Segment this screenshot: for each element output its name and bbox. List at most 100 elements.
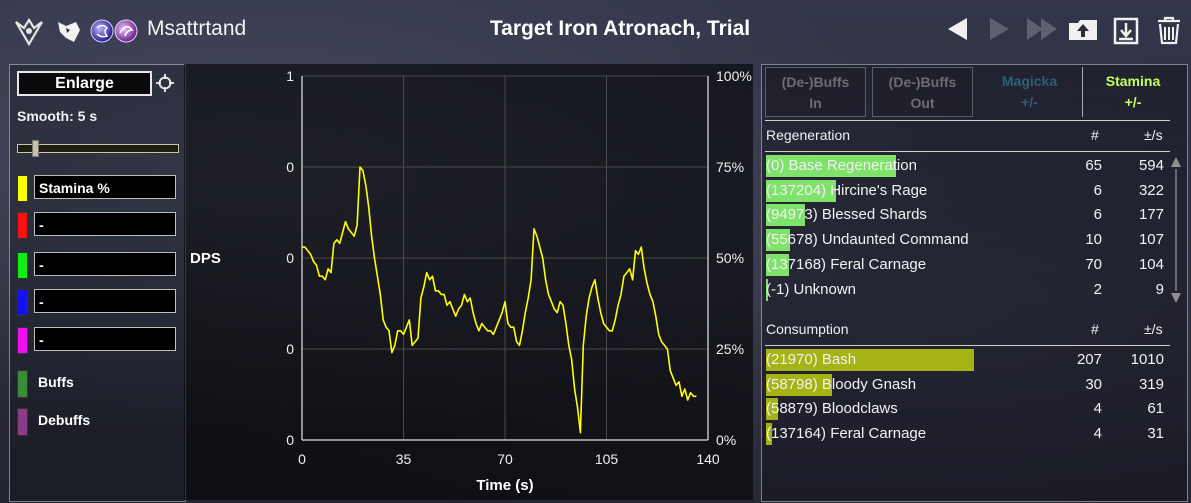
consumption-share-bar — [766, 349, 974, 371]
right-tick-label: 50% — [716, 250, 744, 266]
regeneration-row[interactable]: (0) Base Regeneration 65 594 — [766, 154, 1166, 178]
left-tick-label: 0 — [286, 432, 294, 448]
series-select-box[interactable]: - — [34, 289, 176, 313]
consumption-share-bar — [766, 423, 773, 446]
consumption-rate: 61 — [1147, 400, 1164, 418]
series-color-swatch[interactable] — [17, 175, 28, 202]
scroll-down-icon[interactable] — [1171, 293, 1181, 303]
right-tick-label: 25% — [716, 341, 744, 357]
left-axis-label: DPS — [190, 250, 221, 267]
blue-orb-icon[interactable] — [89, 16, 119, 46]
class-emblem-icon[interactable] — [14, 16, 44, 47]
smooth-slider-thumb[interactable] — [32, 140, 40, 157]
regeneration-row[interactable]: (137204) Hircine's Rage 6 322 — [766, 179, 1166, 203]
right-tick-label: 75% — [716, 159, 744, 175]
consumption-rate-header: ±/s — [1144, 321, 1163, 337]
regeneration-rate: 177 — [1138, 206, 1164, 224]
series-color-swatch[interactable] — [17, 252, 28, 279]
regeneration-row[interactable]: (-1) Unknown 2 9 — [766, 278, 1166, 302]
x-tick-label: 140 — [696, 451, 720, 467]
upload-icon[interactable] — [1067, 15, 1099, 48]
series-select-box[interactable]: - — [34, 212, 176, 236]
tab-buffs-in[interactable]: (De-)Buffs In — [765, 67, 866, 117]
consumption-rate: 319 — [1138, 375, 1164, 393]
regeneration-count: 6 — [1093, 181, 1102, 199]
regeneration-count: 6 — [1093, 206, 1102, 224]
regeneration-share-bar — [766, 253, 789, 276]
scroll-track[interactable] — [1175, 169, 1177, 291]
tab-stamina[interactable]: Stamina +/- — [1082, 67, 1183, 117]
consumption-rate: 31 — [1147, 425, 1164, 443]
consumption-count: 30 — [1085, 375, 1102, 393]
consumption-name: (58879) Bloodclaws — [766, 400, 898, 418]
consumption-title: Consumption — [766, 321, 849, 337]
consumption-count: 207 — [1076, 351, 1102, 368]
series-select-5[interactable]: - — [17, 327, 180, 354]
scroll-up-icon[interactable] — [1171, 157, 1181, 167]
player-name: Msattrtand — [147, 17, 247, 40]
enlarge-button[interactable]: Enlarge — [17, 71, 152, 96]
series-select-4[interactable]: - — [17, 289, 180, 316]
consumption-count: 4 — [1093, 400, 1102, 418]
regeneration-rate: 322 — [1138, 181, 1164, 199]
regeneration-row[interactable]: (94973) Blessed Shards 6 177 — [766, 203, 1166, 227]
series-select-3[interactable]: - — [17, 252, 180, 279]
tab-buffs-in-line1: (De-)Buffs — [781, 74, 850, 90]
consumption-count: 4 — [1093, 425, 1102, 443]
series-select-box[interactable]: - — [34, 327, 176, 351]
regeneration-name: (55678) Undaunted Command — [766, 231, 969, 249]
graph-settings-panel: Enlarge Smooth: 5 s Stamina % - - - - Bu… — [9, 64, 186, 502]
smooth-slider[interactable] — [17, 140, 179, 157]
regeneration-rate: 9 — [1155, 280, 1164, 298]
consumption-rate: 1010 — [1130, 351, 1164, 368]
regeneration-scrollbar[interactable] — [1170, 155, 1182, 305]
debuffs-color-swatch — [17, 408, 28, 436]
save-icon[interactable] — [1112, 15, 1140, 50]
tab-stamina-line1: Stamina — [1105, 73, 1161, 89]
series-color-swatch[interactable] — [17, 212, 28, 239]
tab-magicka-line2: +/- — [1021, 94, 1038, 110]
purple-orb-icon[interactable] — [113, 16, 143, 46]
regeneration-rate: 104 — [1138, 255, 1164, 273]
consumption-row[interactable]: (58879) Bloodclaws 4 61 — [766, 397, 1166, 421]
regeneration-rate: 107 — [1138, 231, 1164, 249]
regeneration-rate-header: ±/s — [1144, 127, 1163, 143]
series-select-2[interactable]: - — [17, 212, 180, 239]
last-arrow-icon[interactable] — [1026, 15, 1060, 48]
series-color-swatch[interactable] — [17, 327, 28, 354]
x-axis-label: Time (s) — [476, 477, 533, 494]
consumption-name: (21970) Bash — [766, 351, 857, 368]
regeneration-count-header: # — [1091, 127, 1099, 143]
buffs-label: Buffs — [38, 374, 74, 390]
regeneration-row[interactable]: (137168) Feral Carnage 70 104 — [766, 253, 1166, 277]
consumption-row[interactable]: (137164) Feral Carnage 4 31 — [766, 422, 1166, 446]
regeneration-row[interactable]: (55678) Undaunted Command 10 107 — [766, 228, 1166, 252]
tab-magicka-line1: Magicka — [1001, 73, 1058, 89]
series-select-box[interactable]: - — [34, 252, 176, 276]
consumption-row[interactable]: (58798) Bloody Gnash 30 319 — [766, 373, 1166, 397]
consumption-name: (58798) Bloody Gnash — [766, 375, 917, 393]
consumption-row[interactable]: (21970) Bash 207 1010 — [766, 348, 1166, 372]
series-select-box[interactable]: Stamina % — [34, 175, 176, 199]
trash-icon[interactable] — [1155, 15, 1183, 50]
regeneration-name: (94973) Blessed Shards — [766, 206, 927, 224]
debuffs-label: Debuffs — [38, 412, 91, 428]
graph-panel[interactable]: 0 35 70 105 140 1 0 0 0 0 100% 75% 50% 25% 0% Time (s) D… — [184, 64, 753, 500]
regeneration-count: 10 — [1085, 231, 1102, 249]
regeneration-divider — [765, 151, 1170, 152]
next-arrow-icon[interactable] — [988, 15, 1012, 48]
fight-title: Target Iron Atronach, Trial — [489, 17, 751, 40]
wolf-head-icon[interactable] — [54, 16, 84, 46]
crosshair-icon[interactable] — [156, 74, 174, 97]
prev-arrow-icon[interactable] — [945, 15, 969, 48]
series-color-swatch[interactable] — [17, 289, 28, 316]
x-tick-label: 35 — [396, 451, 412, 467]
tab-buffs-out[interactable]: (De-)Buffs Out — [872, 67, 973, 117]
stamina-percent-line — [302, 166, 697, 434]
series-select-1[interactable]: Stamina % — [17, 175, 180, 202]
tab-magicka[interactable]: Magicka +/- — [979, 67, 1080, 117]
title-bar: Msattrtand Target Iron Atronach, Trial — [0, 0, 1191, 62]
consumption-divider — [765, 345, 1170, 346]
regeneration-name: (0) Base Regeneration — [766, 157, 917, 174]
